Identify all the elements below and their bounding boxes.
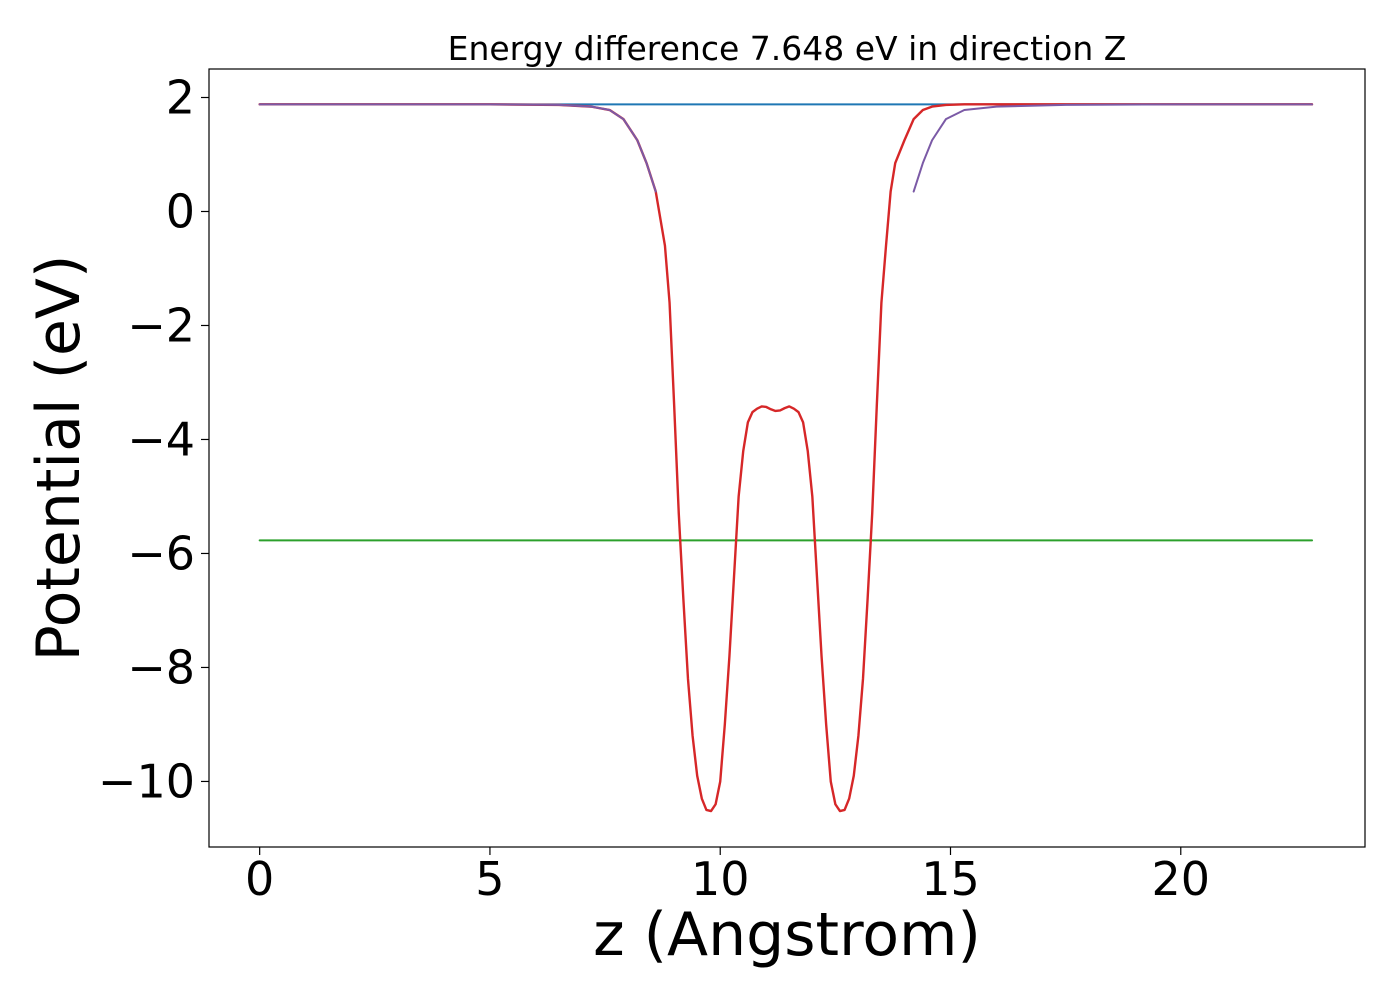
x-tick-label: 0 [245, 852, 274, 906]
x-axis-label: z (Angstrom) [593, 900, 981, 970]
y-axis-label: Potential (eV) [24, 255, 94, 662]
series-layer [258, 103, 1314, 813]
x-tick-label: 5 [475, 852, 504, 906]
y-tick-label: −6 [127, 526, 195, 580]
y-tick-label: −4 [127, 412, 195, 466]
y-tick-label: −8 [127, 640, 195, 694]
x-axis: 0 5 10 15 20 [245, 847, 1210, 906]
x-tick-label: 10 [691, 852, 750, 906]
x-tick-label: 20 [1152, 852, 1211, 906]
purple-overlay-series [258, 103, 657, 193]
red-potential-curve [258, 103, 1314, 813]
purple-overlay-series [912, 103, 1314, 193]
chart-title: Energy difference 7.648 eV in direction … [448, 29, 1127, 68]
y-axis: 2 0 −2 −4 −6 −8 −10 [98, 70, 209, 808]
y-tick-label: −10 [98, 754, 195, 808]
y-tick-label: 0 [166, 184, 195, 238]
plot-area [208, 68, 1366, 848]
y-tick-label: 2 [166, 70, 195, 124]
x-tick-label: 15 [921, 852, 980, 906]
y-tick-label: −2 [127, 298, 195, 352]
